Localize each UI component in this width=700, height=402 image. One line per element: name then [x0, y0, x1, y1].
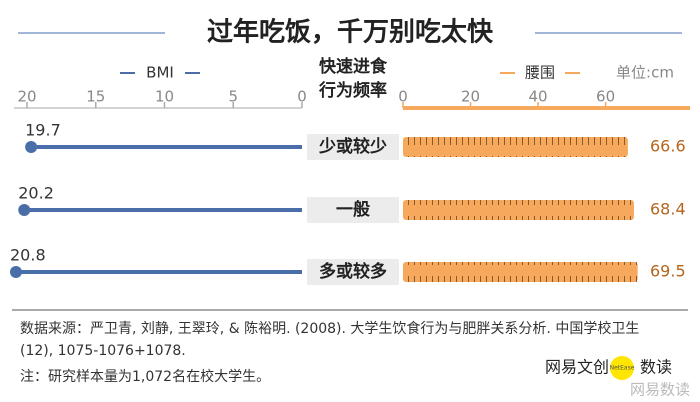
- note: 注：研究样本量为1,072名在校大学生。: [20, 369, 271, 385]
- bar-ruler: [403, 262, 638, 282]
- lollipop-dot: [18, 204, 31, 216]
- brand-right: 数读: [640, 358, 672, 377]
- category-label: 多或较多: [319, 261, 387, 282]
- category-box: [307, 259, 399, 285]
- chart-title: 过年吃饭，千万别吃太快: [207, 17, 494, 48]
- category-label: 一般: [336, 199, 370, 220]
- x-tick-label: 0: [297, 88, 307, 106]
- category-box: [307, 197, 399, 223]
- brand-badge: NetEase: [610, 365, 635, 372]
- x-tick-label: 20: [17, 88, 36, 106]
- legend-label: 腰围: [525, 64, 555, 82]
- x-tick-label: 0: [398, 88, 408, 106]
- lollipop-dot: [25, 141, 38, 153]
- value-label: 68.4: [650, 200, 686, 219]
- brand-badge-bg: [610, 356, 634, 380]
- lollipop-dot: [10, 266, 22, 278]
- value-label: 66.6: [650, 137, 686, 156]
- value-label: 69.5: [650, 262, 686, 281]
- x-tick-label: 20: [461, 88, 480, 106]
- x-tick-label: 10: [155, 88, 174, 106]
- unit-label: 单位:cm: [616, 64, 674, 82]
- category-box: [307, 134, 399, 160]
- x-tick-label: 5: [228, 88, 238, 106]
- x-tick-label: 60: [596, 88, 615, 106]
- x-tick-label: 40: [529, 88, 548, 106]
- watermark: 网易数读: [630, 381, 690, 399]
- category-label: 少或较少: [318, 136, 387, 157]
- brand-left: 网易文创: [545, 358, 609, 377]
- category-axis-label: 快速进食行为频率: [319, 57, 387, 101]
- legend-label: BMI: [146, 64, 174, 82]
- bar-ruler: [403, 200, 634, 220]
- x-tick-label: 15: [86, 88, 105, 106]
- bar-ruler: [403, 137, 628, 157]
- source: 数据来源：严卫青, 刘静, 王翠玲, & 陈裕明. (2008). 大学生饮食行…: [20, 321, 640, 359]
- value-label: 20.2: [18, 184, 54, 203]
- value-label: 20.8: [10, 246, 46, 265]
- value-label: 19.7: [25, 121, 61, 140]
